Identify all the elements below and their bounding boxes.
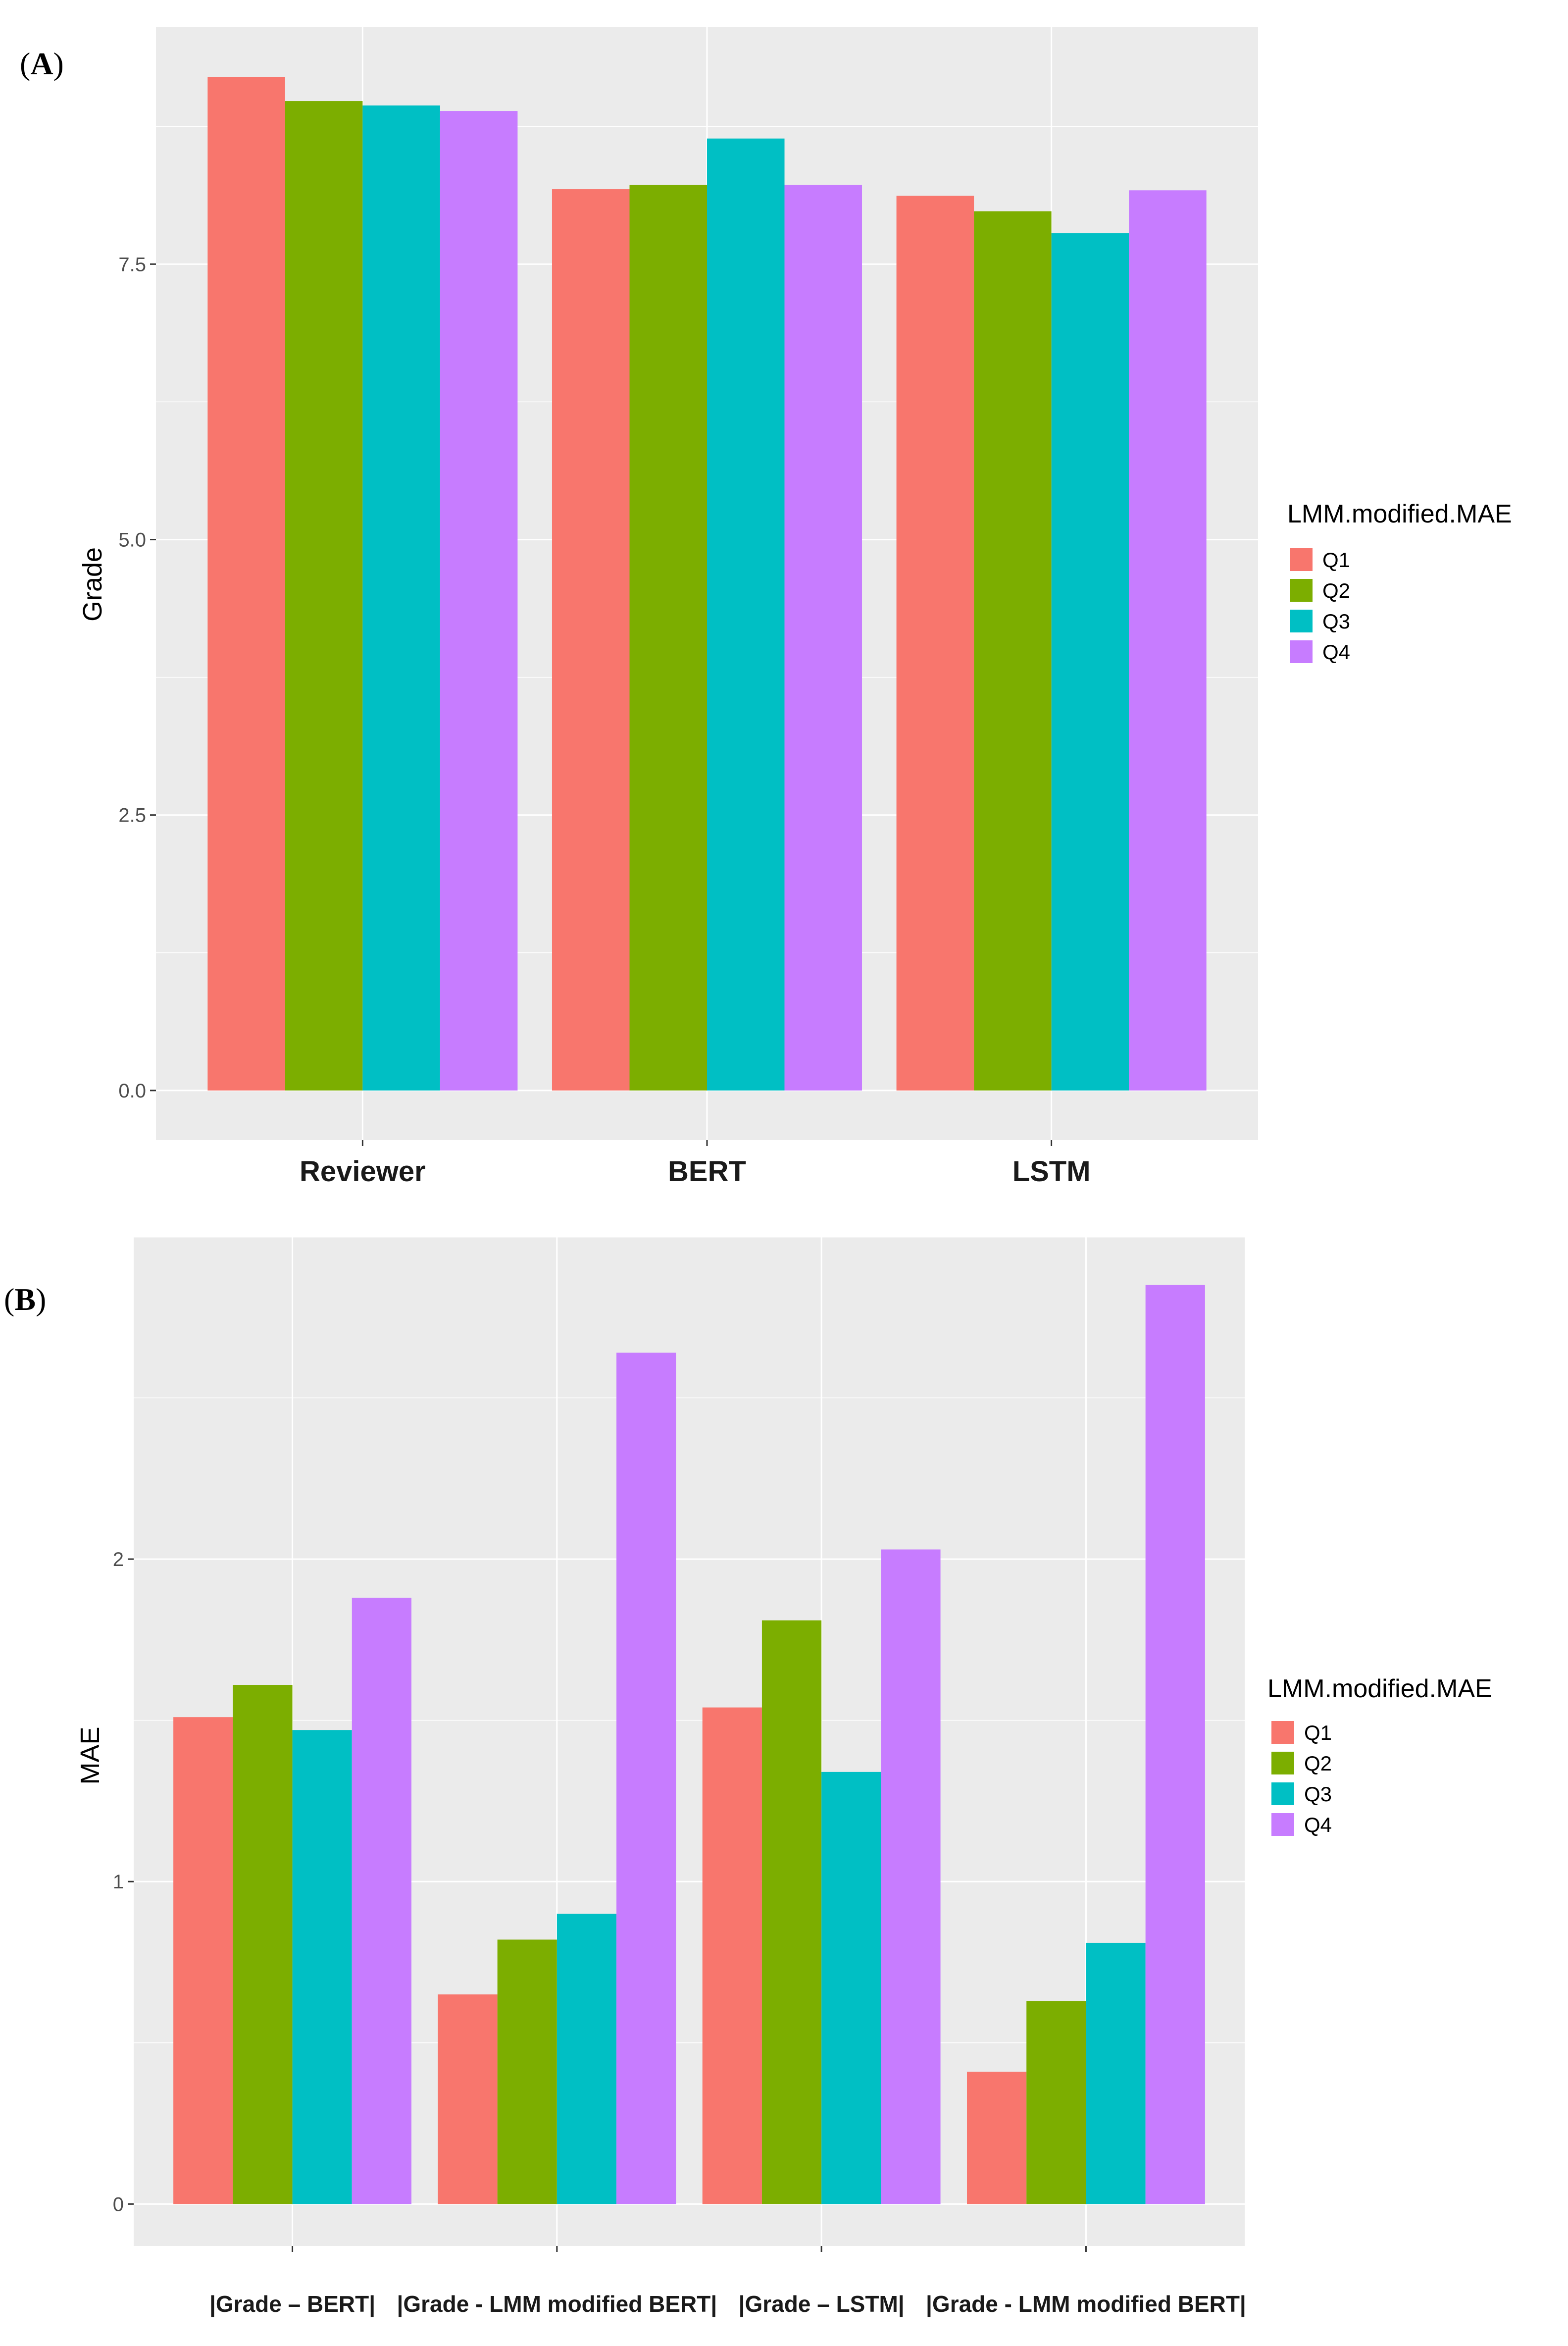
panel-a: (A) 0.02.55.07.5 Reviewer BERT LSTM Grade … <box>20 27 1512 1188</box>
legend-swatch-q3 <box>1290 610 1313 632</box>
bar-q3-category-2 <box>707 138 785 1091</box>
x-category-label: LSTM <box>1012 1155 1091 1188</box>
legend-label-q3: Q3 <box>1304 1782 1332 1806</box>
panel-b-letter: B <box>14 1282 36 1317</box>
legend-swatch-q2 <box>1290 579 1313 602</box>
bar-q4-category-3 <box>881 1549 941 2204</box>
bar-q1-category-1 <box>207 77 285 1091</box>
legend-swatch-q4 <box>1290 640 1313 663</box>
y-tick-label: 5.0 <box>118 529 146 551</box>
bar-q4-category-2 <box>784 185 862 1091</box>
panel-a-label: (A) <box>20 46 64 81</box>
bar-q4-category-1 <box>352 1598 411 2204</box>
bar-q3-category-2 <box>556 1914 617 2204</box>
y-tick-label: 2 <box>113 1549 124 1570</box>
panel-a-y-axis: 0.0 2.5 5.0 7.5 <box>118 254 156 1102</box>
panel-a-x-axis: Reviewer BERT LSTM <box>300 1140 1091 1188</box>
legend-label-q3: Q3 <box>1322 610 1350 633</box>
bar-q2-category-2 <box>497 1939 557 2204</box>
bar-q2-category-4 <box>1026 2001 1086 2204</box>
bar-q4-category-2 <box>616 1353 676 2204</box>
x-category-label: |Grade – BERT| <box>209 2291 375 2317</box>
panel-a-letter: A <box>30 46 53 81</box>
panel-b-bars <box>173 1285 1205 2204</box>
bar-q1-category-3 <box>896 196 974 1091</box>
bar-q1-category-2 <box>438 1994 498 2204</box>
legend-swatch-q3 <box>1271 1782 1294 1805</box>
legend-label-q4: Q4 <box>1304 1813 1332 1836</box>
legend-label-q1: Q1 <box>1304 1721 1332 1744</box>
panel-b-legend: LMM.modified.MAE Q1 Q2 Q3 Q4 <box>1267 1674 1492 1836</box>
bar-q1-category-2 <box>552 189 630 1091</box>
y-tick-label: 0 <box>113 2193 124 2215</box>
bar-q3-category-1 <box>362 105 440 1091</box>
x-category-label: |Grade - LMM modified BERT| <box>926 2291 1246 2317</box>
bar-q4-category-1 <box>440 111 518 1091</box>
y-tick-label: 7.5 <box>118 254 146 275</box>
bar-q1-category-3 <box>702 1707 762 2204</box>
y-tick-label: 0.0 <box>118 1080 146 1102</box>
bar-q4-category-4 <box>1145 1285 1205 2204</box>
x-category-label: Reviewer <box>300 1155 426 1188</box>
legend-label-q1: Q1 <box>1322 548 1350 572</box>
bar-q2-category-1 <box>233 1685 293 2204</box>
x-category-label: |Grade – LSTM| <box>739 2291 905 2317</box>
panel-b-legend-title: LMM.modified.MAE <box>1267 1674 1492 1703</box>
panel-b-x-axis: |Grade – BERT| |Grade - LMM modified BERT… <box>209 2246 1246 2317</box>
legend-swatch-q1 <box>1290 548 1313 571</box>
bar-q3-category-4 <box>1086 1942 1146 2204</box>
bar-q3-category-1 <box>292 1730 352 2204</box>
legend-swatch-q2 <box>1271 1752 1294 1774</box>
y-tick-label: 2.5 <box>118 805 146 827</box>
panel-a-bars <box>207 77 1207 1091</box>
bar-q3-category-3 <box>1051 233 1129 1091</box>
bar-q3-category-3 <box>821 1772 881 2204</box>
panel-b: (B) 0 1 2 |Grade – BERT| |Grade - LMM modif… <box>4 1236 1492 2317</box>
legend-swatch-q1 <box>1271 1721 1294 1744</box>
bar-q2-category-3 <box>974 211 1052 1091</box>
panel-b-y-axis-label: MAE <box>75 1726 105 1784</box>
panel-a-y-axis-label: Grade <box>78 547 107 622</box>
panel-a-legend-title: LMM.modified.MAE <box>1287 500 1512 528</box>
x-category-label: |Grade - LMM modified BERT| <box>397 2291 717 2317</box>
panel-a-legend: LMM.modified.MAE Q1 Q2 Q3 Q4 <box>1287 500 1512 664</box>
bar-q2-category-1 <box>285 101 363 1091</box>
panel-b-label: (B) <box>4 1282 46 1317</box>
bar-q4-category-3 <box>1129 190 1207 1091</box>
bar-q1-category-1 <box>173 1717 233 2204</box>
bar-q1-category-4 <box>967 2072 1027 2204</box>
legend-label-q2: Q2 <box>1322 579 1350 602</box>
legend-swatch-q4 <box>1271 1813 1294 1836</box>
legend-label-q2: Q2 <box>1304 1752 1332 1775</box>
y-tick-label: 1 <box>113 1871 124 1893</box>
x-category-label: BERT <box>668 1155 746 1188</box>
bar-q2-category-2 <box>629 185 707 1091</box>
legend-label-q4: Q4 <box>1322 640 1350 664</box>
bar-q2-category-3 <box>761 1620 822 2204</box>
panel-b-y-axis: 0 1 2 <box>113 1549 134 2215</box>
